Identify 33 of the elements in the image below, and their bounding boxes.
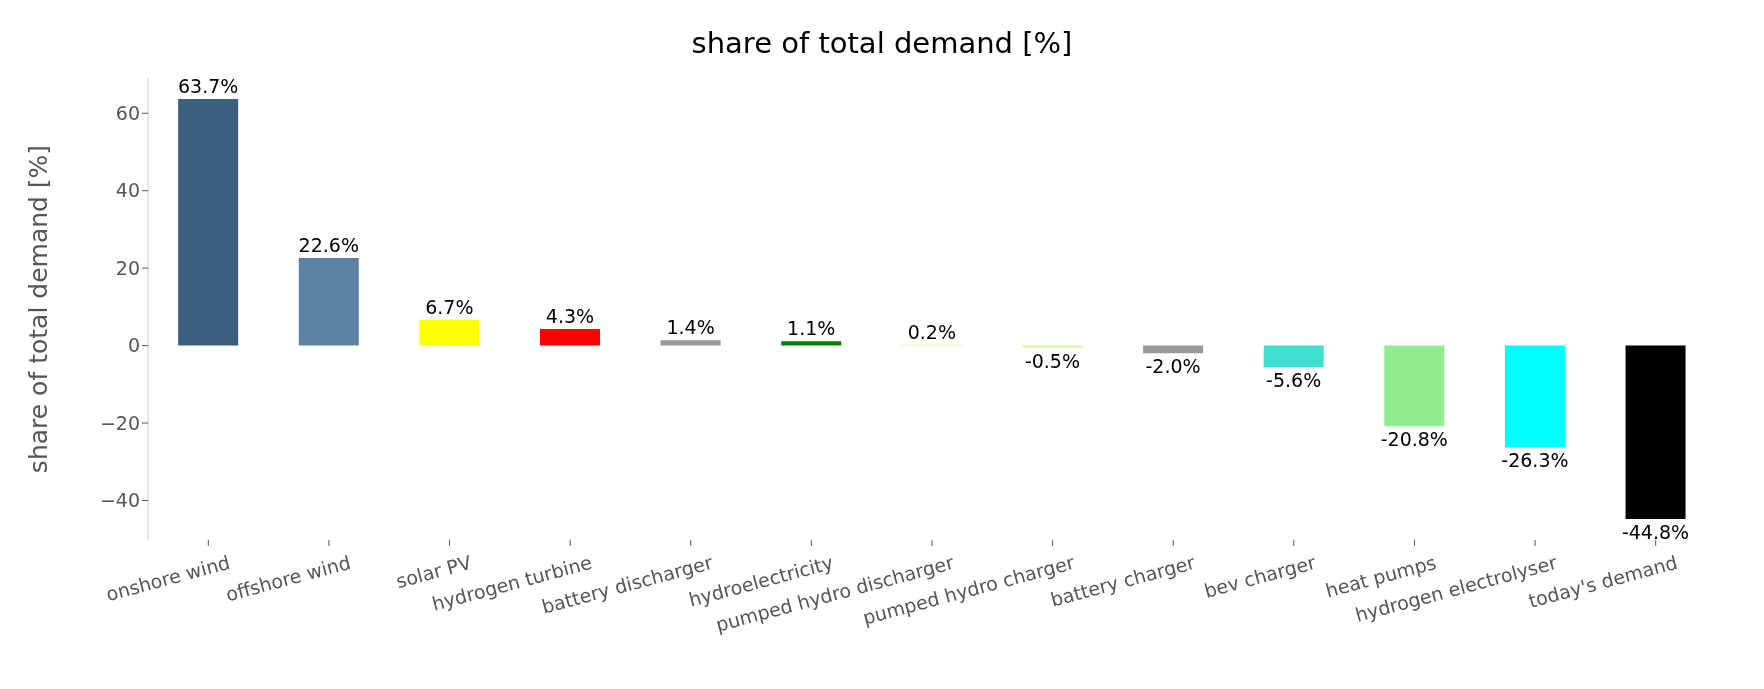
y-tick-label: −20	[99, 411, 140, 434]
chart-title: share of total demand [%]	[691, 26, 1073, 60]
bar	[1625, 345, 1686, 520]
bar	[660, 340, 721, 346]
y-tick-label: −40	[99, 489, 140, 512]
bar	[540, 328, 600, 346]
bar	[178, 98, 239, 346]
y-tick-label: 0	[127, 334, 140, 357]
y-tick-label: 40	[115, 179, 140, 202]
data-label: -26.3%	[1501, 449, 1569, 472]
bar	[781, 341, 842, 346]
data-label: 22.6%	[298, 234, 359, 257]
y-tick-label: 60	[115, 101, 140, 124]
bar	[298, 258, 359, 346]
bar	[419, 319, 480, 346]
data-label: -0.5%	[1024, 349, 1081, 372]
data-label: 1.4%	[666, 316, 715, 339]
bar	[1143, 345, 1204, 354]
bar	[1263, 345, 1324, 368]
data-label: -44.8%	[1621, 521, 1690, 544]
data-label: 6.7%	[425, 295, 474, 318]
data-label: -5.6%	[1266, 369, 1322, 392]
data-label: 1.1%	[787, 317, 836, 340]
data-label: -2.0%	[1145, 355, 1201, 378]
data-label: 0.2%	[907, 320, 956, 343]
y-axis-title: share of total demand [%]	[23, 144, 53, 474]
bar	[1384, 345, 1445, 427]
data-label: 63.7%	[177, 74, 239, 97]
data-label: -20.8%	[1380, 428, 1448, 451]
y-tick-label: 20	[115, 256, 140, 279]
data-label: 4.3%	[545, 304, 595, 327]
bar	[1504, 345, 1565, 448]
x-tick-label: bev charger	[1201, 550, 1318, 602]
